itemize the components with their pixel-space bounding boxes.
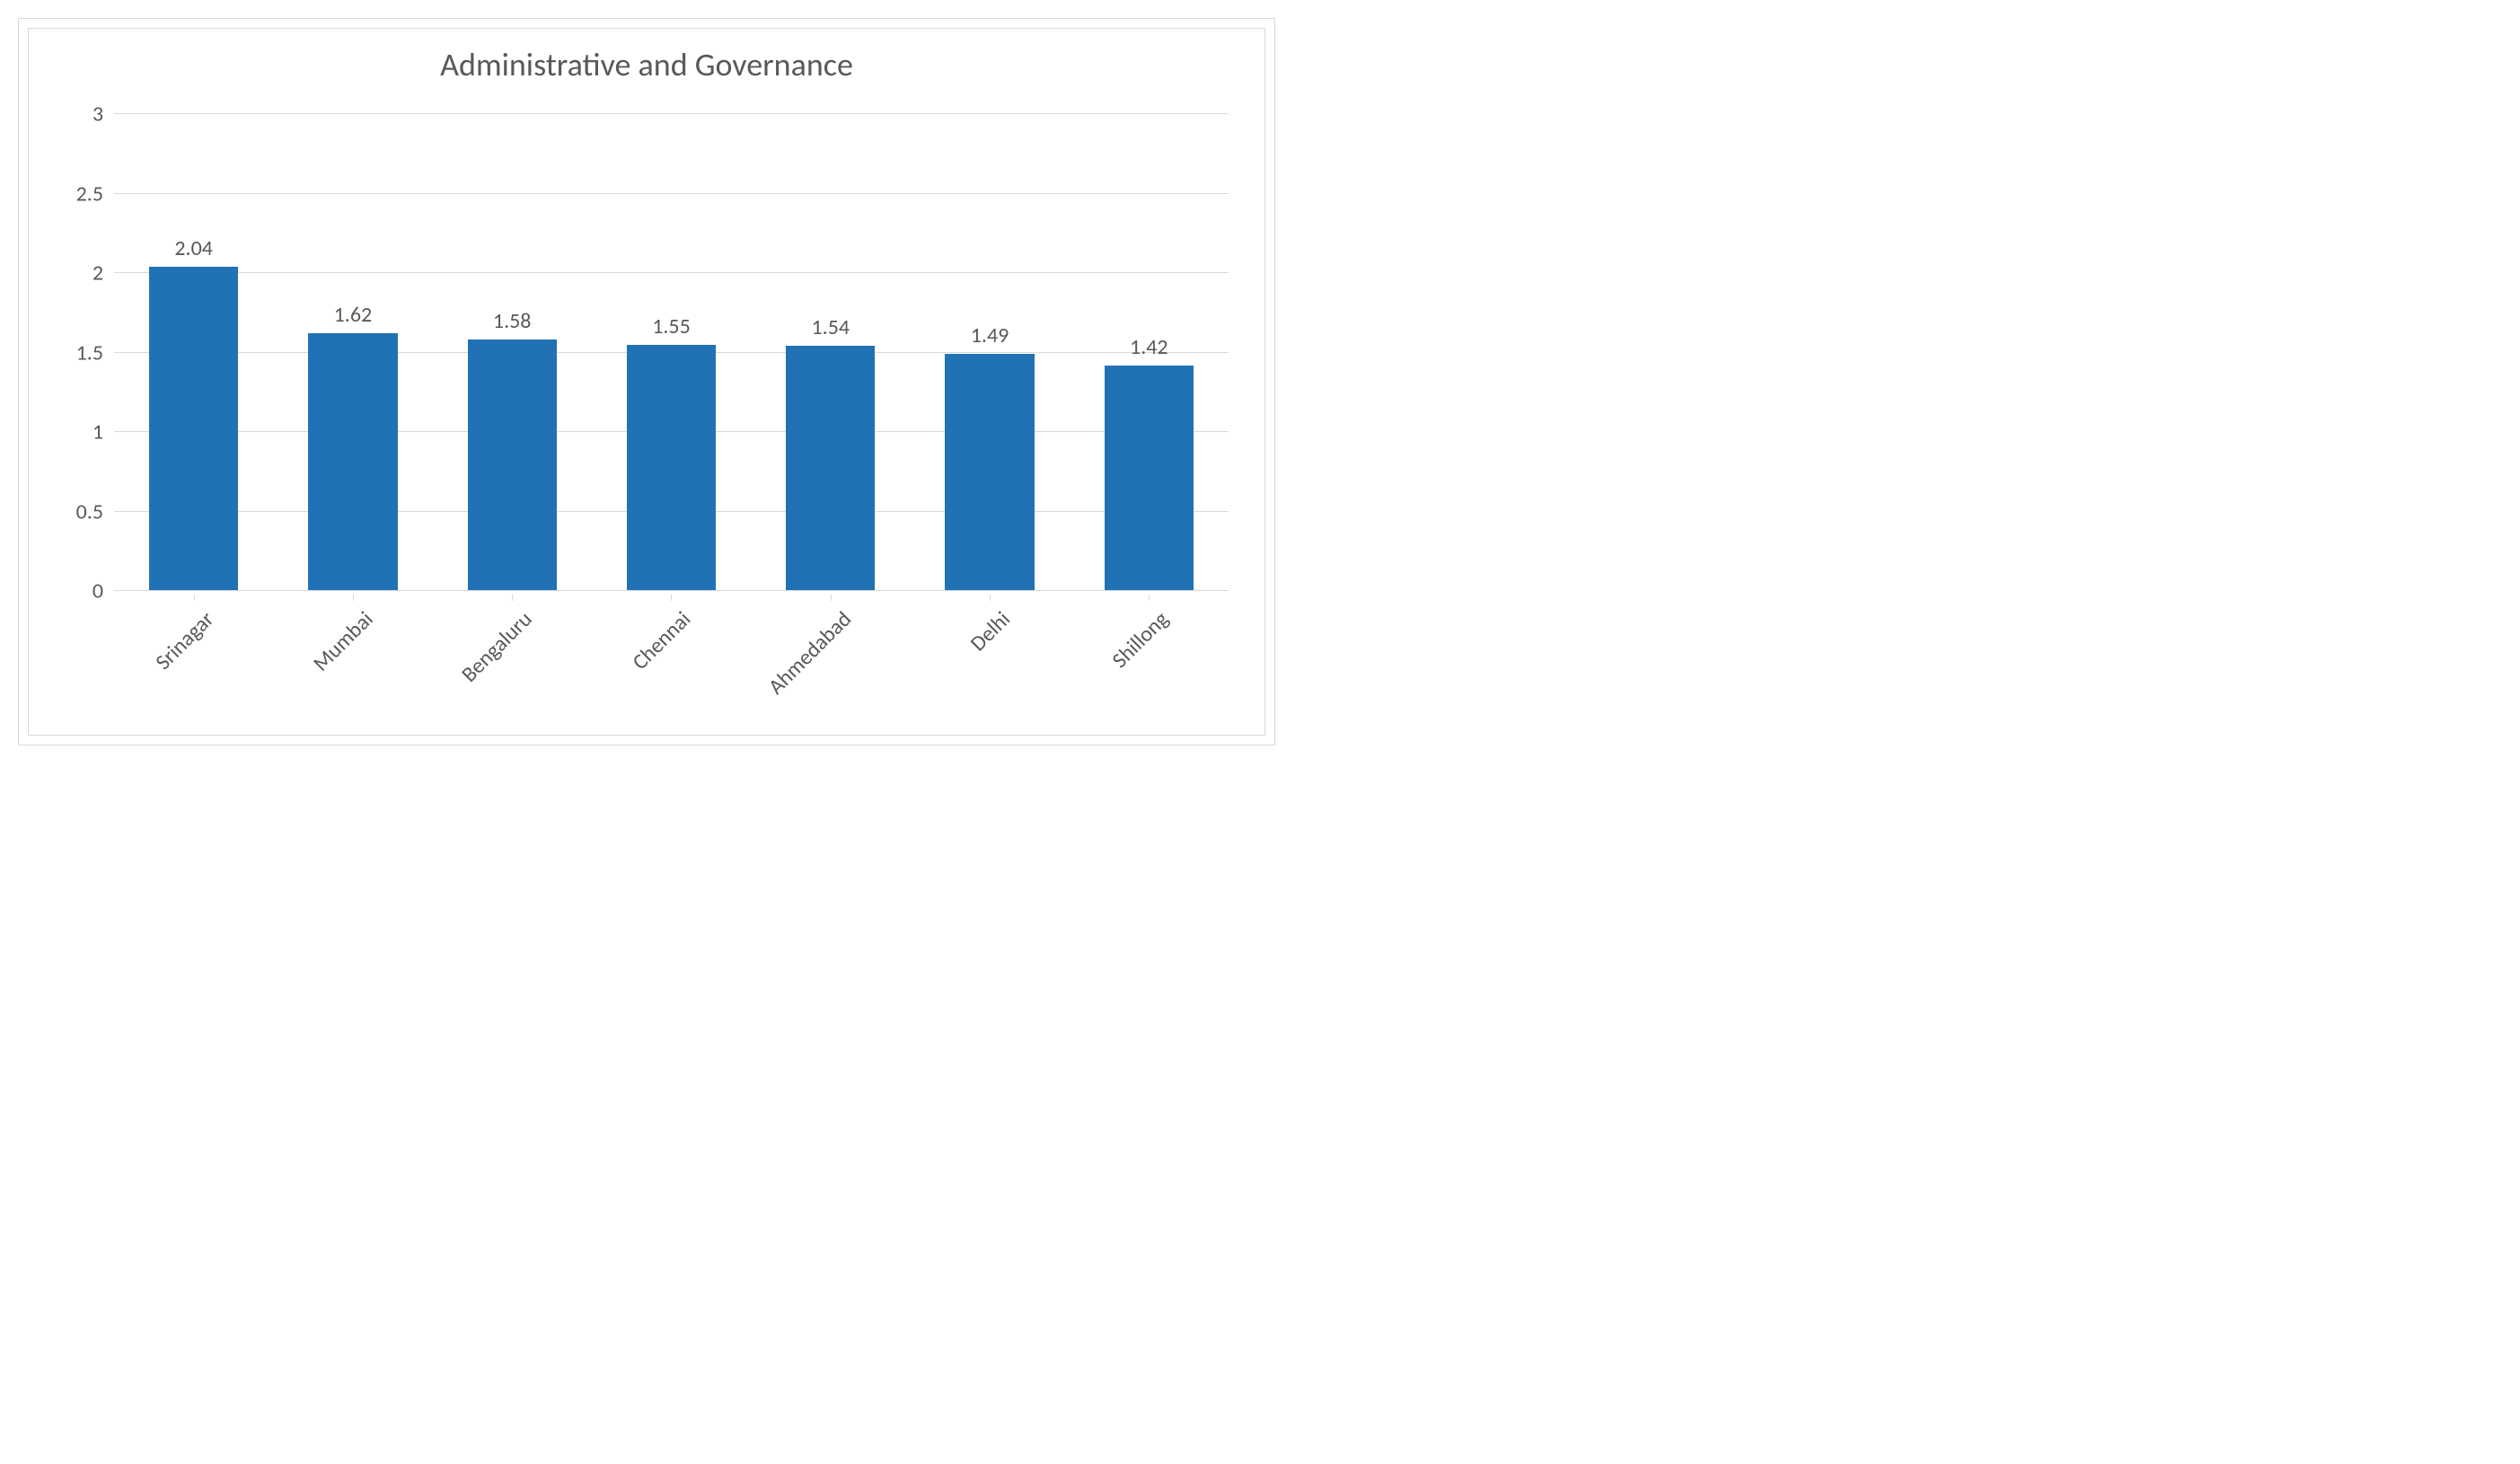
bar bbox=[786, 346, 875, 591]
chart-container: Administrative and Governance 0 0.5 1 1.… bbox=[18, 18, 1275, 745]
bar bbox=[308, 333, 397, 591]
tick-mark bbox=[1149, 595, 1150, 601]
bar bbox=[945, 354, 1034, 591]
tick-mark bbox=[671, 595, 672, 601]
y-tick-label: 1 bbox=[93, 419, 103, 445]
chart-title: Administrative and Governance bbox=[29, 29, 1264, 93]
x-tick-label: Srinagar bbox=[150, 606, 219, 675]
x-tick-label: Ahmedabad bbox=[762, 606, 856, 700]
bar-slot: 1.55 bbox=[592, 114, 751, 591]
data-label: 1.55 bbox=[652, 313, 691, 340]
y-tick-label: 2 bbox=[93, 260, 103, 287]
tick-mark bbox=[990, 595, 991, 601]
data-label: 1.58 bbox=[493, 308, 532, 334]
x-label-slot: Chennai bbox=[592, 595, 751, 735]
bar-slot: 1.62 bbox=[273, 114, 432, 591]
bar-slot: 1.49 bbox=[910, 114, 1069, 591]
data-label: 1.54 bbox=[811, 314, 850, 340]
x-tick-label: Shillong bbox=[1107, 606, 1175, 674]
x-label-slot: Srinagar bbox=[114, 595, 273, 735]
tick-mark bbox=[353, 595, 354, 601]
x-label-slot: Mumbai bbox=[273, 595, 432, 735]
tick-mark bbox=[194, 595, 195, 601]
x-label-slot: Bengaluru bbox=[433, 595, 592, 735]
bar bbox=[468, 340, 557, 591]
bar bbox=[149, 267, 238, 591]
x-label-slot: Ahmedabad bbox=[751, 595, 910, 735]
bar-slot: 1.42 bbox=[1070, 114, 1229, 591]
bars-row: 2.04 1.62 1.58 1.55 1.54 bbox=[114, 114, 1229, 591]
x-label-slot: Shillong bbox=[1070, 595, 1229, 735]
x-baseline bbox=[114, 590, 1229, 591]
plot-area: 0 0.5 1 1.5 2 2.5 3 2.04 1.62 1.58 bbox=[114, 114, 1229, 591]
y-tick-label: 0.5 bbox=[76, 498, 103, 525]
x-axis: Srinagar Mumbai Bengaluru Chennai Ahmeda… bbox=[114, 595, 1229, 735]
bar-slot: 2.04 bbox=[114, 114, 273, 591]
x-tick-label: Bengaluru bbox=[456, 606, 538, 688]
x-tick-label: Delhi bbox=[965, 606, 1016, 657]
tick-mark bbox=[512, 595, 513, 601]
tick-mark bbox=[831, 595, 832, 601]
bar bbox=[627, 345, 716, 591]
y-tick-label: 0 bbox=[93, 578, 103, 604]
data-label: 2.04 bbox=[174, 235, 213, 261]
data-label: 1.62 bbox=[334, 302, 373, 328]
x-tick-label: Chennai bbox=[628, 606, 697, 675]
bar bbox=[1105, 366, 1194, 591]
data-label: 1.49 bbox=[971, 322, 1009, 348]
y-tick-label: 2.5 bbox=[76, 181, 103, 207]
y-tick-label: 3 bbox=[93, 101, 103, 128]
bar-slot: 1.54 bbox=[751, 114, 910, 591]
y-tick-label: 1.5 bbox=[76, 340, 103, 366]
x-tick-label: Mumbai bbox=[308, 606, 378, 676]
chart-inner: Administrative and Governance 0 0.5 1 1.… bbox=[28, 28, 1265, 736]
data-label: 1.42 bbox=[1130, 334, 1168, 360]
x-label-slot: Delhi bbox=[910, 595, 1069, 735]
bar-slot: 1.58 bbox=[433, 114, 592, 591]
